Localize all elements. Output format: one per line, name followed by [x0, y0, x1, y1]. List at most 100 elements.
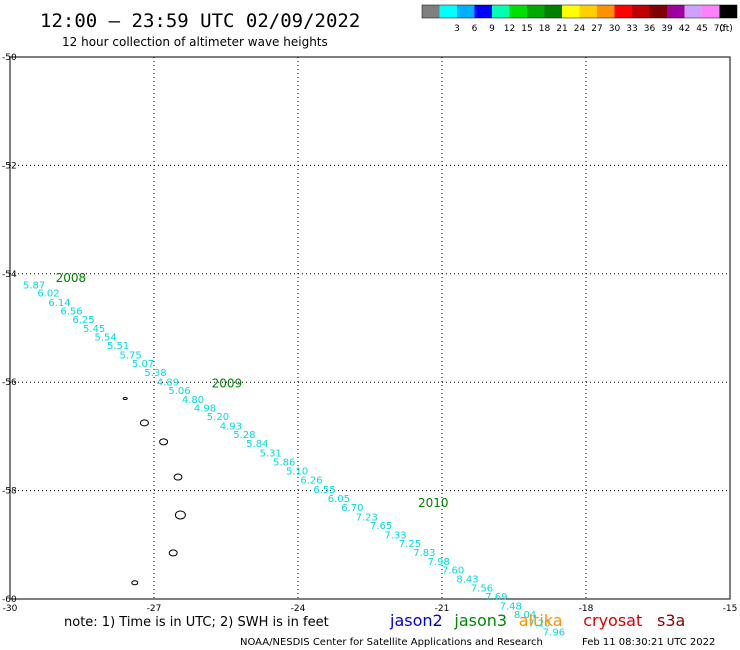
swh-value: 4.80	[182, 395, 204, 406]
satellite-legend: jason2 jason3 altika cryosat s3a	[389, 611, 685, 630]
swh-value: 5.38	[144, 368, 166, 379]
swh-value: 7.69	[485, 592, 507, 603]
satellite-name: cryosat	[583, 611, 642, 630]
swh-value: 5.86	[273, 458, 295, 469]
legend-swatch	[544, 5, 562, 18]
legend-swatch	[579, 5, 597, 18]
swh-value: 6.26	[300, 476, 322, 487]
swh-value: 7.96	[543, 627, 565, 638]
swh-value: 6.70	[341, 503, 363, 514]
legend-tick-label: 36	[644, 24, 656, 34]
legend-tick-label: 18	[539, 24, 551, 34]
south-sandwich-islands	[122, 396, 186, 586]
swh-value: 5.45	[83, 324, 105, 335]
longitude-labels: -30 -27 -24 -21 -18 -15	[3, 604, 738, 614]
swh-value: 6.55	[313, 485, 335, 496]
footer-timestamp: Feb 11 08:30:21 UTC 2022	[582, 637, 715, 648]
legend-swatch	[509, 5, 527, 18]
swh-value: 4.93	[220, 421, 242, 432]
satellite-name: jason3	[453, 611, 507, 630]
lat-lon-grid	[10, 57, 730, 599]
lat-label: -54	[2, 270, 17, 280]
satellite-name: altika	[519, 611, 563, 630]
satellite-track: 5.876.026.146.566.255.455.545.515.755.07…	[23, 271, 565, 638]
legend-tick-label: 70	[714, 24, 726, 34]
swh-value: 8.43	[456, 575, 478, 586]
legend-swatch	[597, 5, 615, 18]
lon-label: -21	[435, 604, 450, 614]
legend-tick-label: 21	[556, 24, 567, 34]
lon-label: -18	[579, 604, 594, 614]
swh-value: 5.06	[168, 386, 190, 397]
legend-tick-label: 12	[504, 24, 515, 34]
time-label: 2008	[56, 271, 87, 285]
lon-label: -27	[147, 604, 162, 614]
legend-tick-label: 9	[489, 24, 495, 34]
island-outline	[168, 549, 178, 557]
island-outline	[131, 580, 139, 586]
swh-value: 5.84	[246, 439, 268, 450]
map-subtitle: 12 hour collection of altimeter wave hei…	[62, 35, 328, 49]
legend-tick-label: 33	[626, 24, 637, 34]
swh-value: 7.48	[500, 601, 522, 612]
color-scale-legend: 3 6 9 12 15 18 21 24 27 30 33 36 39 42 45 70(ft)	[421, 4, 738, 34]
legend-tick-label: 42	[679, 24, 690, 34]
legend-swatch	[457, 5, 475, 18]
legend-tick-label: 30	[609, 24, 621, 34]
swh-value: 7.98	[428, 557, 450, 568]
legend-swatch	[649, 5, 667, 18]
swh-value: 6.56	[60, 306, 82, 317]
legend-tick-label: 45	[696, 24, 707, 34]
swh-value: 7.25	[399, 539, 421, 550]
legend-tick-label: 15	[521, 24, 532, 34]
legend-tick-label: 24	[574, 24, 586, 34]
legend-swatch	[562, 5, 580, 18]
swh-value: 5.54	[94, 332, 116, 343]
footer-credit: NOAA/NESDIS Center for Satellite Applica…	[240, 637, 543, 648]
time-label: 2009	[212, 377, 243, 391]
lat-label: -56	[2, 378, 17, 388]
swh-value: 7.83	[413, 548, 435, 559]
lat-label: -60	[2, 595, 17, 605]
swh-value: 7.23	[356, 512, 378, 523]
legend-swatch	[474, 5, 492, 18]
legend-tick-label: 6	[472, 24, 478, 34]
legend-unit: (ft)	[719, 24, 733, 34]
swh-value: 7.65	[370, 521, 392, 532]
swh-value: 4.98	[194, 403, 216, 414]
satellite-name: s3a	[657, 611, 685, 630]
swh-value: 5.07	[132, 359, 154, 370]
lon-label: -15	[723, 604, 738, 614]
island-outline	[159, 438, 169, 446]
island-outline	[139, 419, 149, 427]
legend-swatch	[667, 5, 685, 18]
swh-value: 5.28	[233, 430, 255, 441]
legend-swatch	[614, 5, 632, 18]
legend-tick-label: 27	[591, 24, 602, 34]
lon-label: -30	[3, 604, 18, 614]
swh-value: 6.25	[72, 315, 94, 326]
legend-swatch	[439, 5, 457, 18]
legend-swatch	[719, 5, 737, 18]
plot-frame	[9, 56, 731, 600]
swh-value: 5.75	[119, 350, 141, 361]
swh-value: 8.04	[514, 610, 536, 621]
swh-value: 5.10	[286, 466, 308, 477]
swh-value: 5.20	[207, 412, 229, 423]
legend-swatch	[632, 5, 650, 18]
legend-tick-label: 3	[454, 24, 460, 34]
swh-value: 5.51	[107, 341, 129, 352]
footer-note: note: 1) Time is in UTC; 2) SWH is in fe…	[64, 615, 329, 630]
island-outline	[122, 396, 128, 400]
legend-swatch	[702, 5, 720, 18]
swh-value: 6.14	[48, 298, 70, 309]
swh-value: 7.56	[471, 583, 493, 594]
legend-swatch	[684, 5, 702, 18]
swh-value: 5.31	[260, 448, 282, 459]
swh-value: 7.60	[442, 566, 464, 577]
legend-swatch	[527, 5, 545, 18]
legend-swatch	[492, 5, 510, 18]
lat-label: -58	[2, 487, 17, 497]
satellite-name: jason2	[389, 611, 443, 630]
